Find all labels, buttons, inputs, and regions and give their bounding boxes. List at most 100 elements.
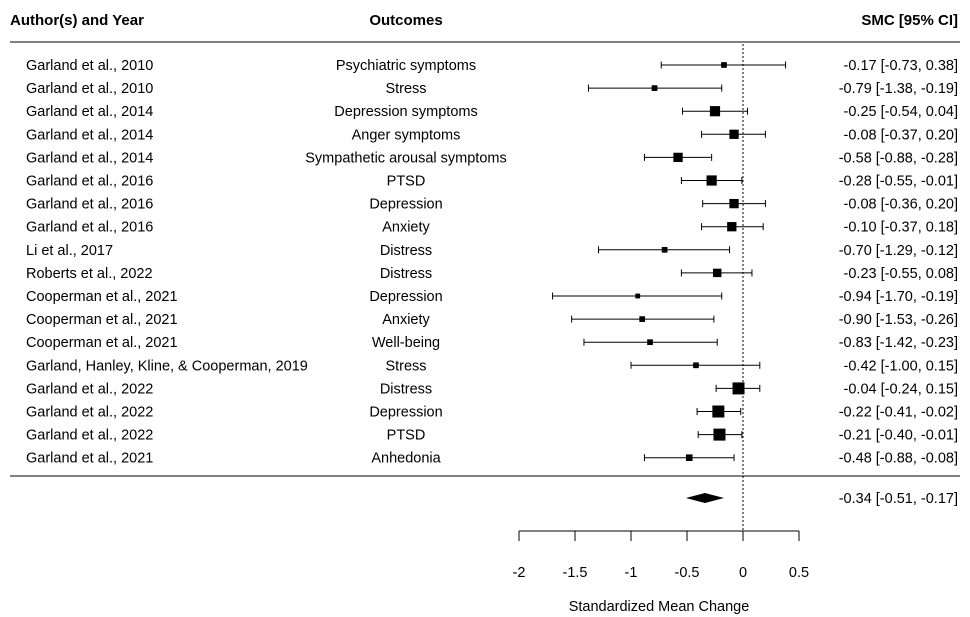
outcome-label: Anxiety: [382, 220, 430, 236]
effect-label: -0.79 [-1.38, -0.19]: [839, 81, 958, 97]
point-estimate: [661, 246, 668, 253]
outcome-label: Psychiatric symptoms: [336, 58, 476, 74]
table-row: Garland et al., 2010 Psychiatric symptoms…: [26, 58, 958, 74]
outcome-label: Depression: [369, 197, 442, 213]
study-label: Garland et al., 2022: [26, 381, 153, 397]
x-tick-label: 0.5: [789, 565, 809, 581]
outcome-label: Stress: [385, 358, 426, 374]
study-label: Garland et al., 2014: [26, 127, 153, 143]
study-label: Garland et al., 2010: [26, 81, 153, 97]
effect-label: -0.94 [-1.70, -0.19]: [839, 289, 958, 305]
point-estimate: [673, 152, 683, 163]
point-estimate: [635, 293, 641, 299]
summary-effect-label: -0.34 [-0.51, -0.17]: [839, 491, 958, 507]
table-row: Li et al., 2017 Distress -0.70 [-1.29, -0.…: [26, 243, 958, 259]
study-label: Garland et al., 2016: [26, 220, 153, 236]
effect-label: -0.08 [-0.37, 0.20]: [844, 127, 958, 143]
table-row: Garland et al., 2022 PTSD -0.21 [-0.40, -0…: [26, 428, 958, 444]
study-label: Garland et al., 2014: [26, 104, 153, 120]
outcome-label: Distress: [380, 381, 432, 397]
table-row: Garland et al., 2016 Anxiety -0.10 [-0.37,…: [26, 220, 958, 236]
outcome-label: Depression symptoms: [334, 104, 477, 120]
table-row: Garland et al., 2016 Depression -0.08 [-0.…: [26, 197, 958, 213]
effect-label: -0.08 [-0.36, 0.20]: [844, 197, 958, 213]
table-row: Garland et al., 2010 Stress -0.79 [-1.38, …: [26, 81, 958, 97]
study-label: Garland et al., 2016: [26, 174, 153, 190]
point-estimate: [713, 268, 722, 278]
study-label: Garland, Hanley, Kline, & Cooperman, 201…: [26, 358, 308, 374]
study-label: Garland et al., 2022: [26, 405, 153, 421]
point-estimate: [727, 222, 737, 232]
effect-label: -0.90 [-1.53, -0.26]: [839, 312, 958, 328]
x-tick-label: -0.5: [675, 565, 700, 581]
point-estimate: [732, 382, 745, 395]
outcome-label: Distress: [380, 266, 432, 282]
study-label: Garland et al., 2021: [26, 451, 153, 467]
study-label: Roberts et al., 2022: [26, 266, 153, 282]
table-row: Garland, Hanley, Kline, & Cooperman, 201…: [26, 358, 958, 374]
effect-label: -0.23 [-0.55, 0.08]: [844, 266, 958, 282]
outcome-label: PTSD: [387, 428, 426, 444]
point-estimate: [685, 454, 693, 461]
effect-label: -0.22 [-0.41, -0.02]: [839, 405, 958, 421]
study-label: Cooperman et al., 2021: [26, 289, 178, 305]
header-outcome: Outcomes: [369, 12, 442, 29]
point-estimate: [693, 362, 699, 369]
outcome-label: Anxiety: [382, 312, 430, 328]
point-estimate: [729, 198, 739, 209]
summary-row: -0.34 [-0.51, -0.17]: [685, 491, 958, 507]
outcome-label: Depression: [369, 289, 442, 305]
x-tick-label: -1.5: [563, 565, 588, 581]
table-row: Garland et al., 2016 PTSD -0.28 [-0.55, -0…: [26, 174, 958, 190]
outcome-label: Well-being: [372, 335, 440, 351]
study-label: Garland et al., 2022: [26, 428, 153, 444]
study-label: Garland et al., 2010: [26, 58, 153, 74]
study-label: Cooperman et al., 2021: [26, 335, 178, 351]
table-row: Cooperman et al., 2021 Well-being -0.83 [-…: [26, 335, 958, 351]
outcome-label: Stress: [385, 81, 426, 97]
table-row: Cooperman et al., 2021 Depression -0.94 [-…: [26, 289, 958, 305]
x-axis-label: Standardized Mean Change: [569, 599, 750, 615]
table-row: Garland et al., 2014 Sympathetic arousal …: [26, 150, 958, 166]
table-row: Garland et al., 2014 Anger symptoms -0.08 …: [26, 127, 958, 143]
outcome-label: Anhedonia: [371, 451, 441, 467]
effect-label: -0.58 [-0.88, -0.28]: [839, 150, 958, 166]
point-estimate: [647, 339, 653, 346]
point-estimate: [709, 106, 721, 117]
header-study: Author(s) and Year: [10, 12, 144, 29]
outcome-label: Distress: [380, 243, 432, 259]
point-estimate: [706, 175, 717, 186]
point-estimate: [639, 316, 646, 322]
summary-diamond: [685, 493, 724, 503]
point-estimate: [729, 129, 739, 139]
effect-label: -0.04 [-0.24, 0.15]: [844, 381, 958, 397]
outcome-label: Depression: [369, 405, 442, 421]
table-row: Roberts et al., 2022 Distress -0.23 [-0.55…: [26, 266, 958, 282]
study-label: Garland et al., 2014: [26, 150, 153, 166]
table-row: Cooperman et al., 2021 Anxiety -0.90 [-1.5…: [26, 312, 958, 328]
outcome-label: Anger symptoms: [352, 127, 461, 143]
point-estimate: [651, 85, 658, 91]
effect-label: -0.70 [-1.29, -0.12]: [839, 243, 958, 259]
effect-label: -0.17 [-0.73, 0.38]: [844, 58, 958, 74]
effect-label: -0.21 [-0.40, -0.01]: [839, 428, 958, 444]
study-label: Li et al., 2017: [26, 243, 113, 259]
outcome-label: Sympathetic arousal symptoms: [305, 150, 506, 166]
table-row: Garland et al., 2022 Distress -0.04 [-0.24…: [26, 381, 958, 397]
effect-label: -0.42 [-1.00, 0.15]: [844, 358, 958, 374]
study-label: Cooperman et al., 2021: [26, 312, 178, 328]
x-tick-label: -1: [625, 565, 638, 581]
study-rows: Garland et al., 2010 Psychiatric symptoms…: [26, 44, 958, 530]
effect-label: -0.28 [-0.55, -0.01]: [839, 174, 958, 190]
table-row: Garland et al., 2014 Depression symptoms -…: [26, 104, 958, 120]
x-axis: -2 -1.5 -1 -0.5 0 0.5: [513, 530, 809, 581]
study-label: Garland et al., 2016: [26, 197, 153, 213]
effect-label: -0.83 [-1.42, -0.23]: [839, 335, 958, 351]
effect-label: -0.10 [-0.37, 0.18]: [844, 220, 958, 236]
point-estimate: [721, 62, 727, 68]
x-tick-label: -2: [513, 565, 526, 581]
point-estimate: [713, 428, 726, 441]
x-tick-label: 0: [739, 565, 747, 581]
header-effect: SMC [95% CI]: [861, 12, 958, 29]
